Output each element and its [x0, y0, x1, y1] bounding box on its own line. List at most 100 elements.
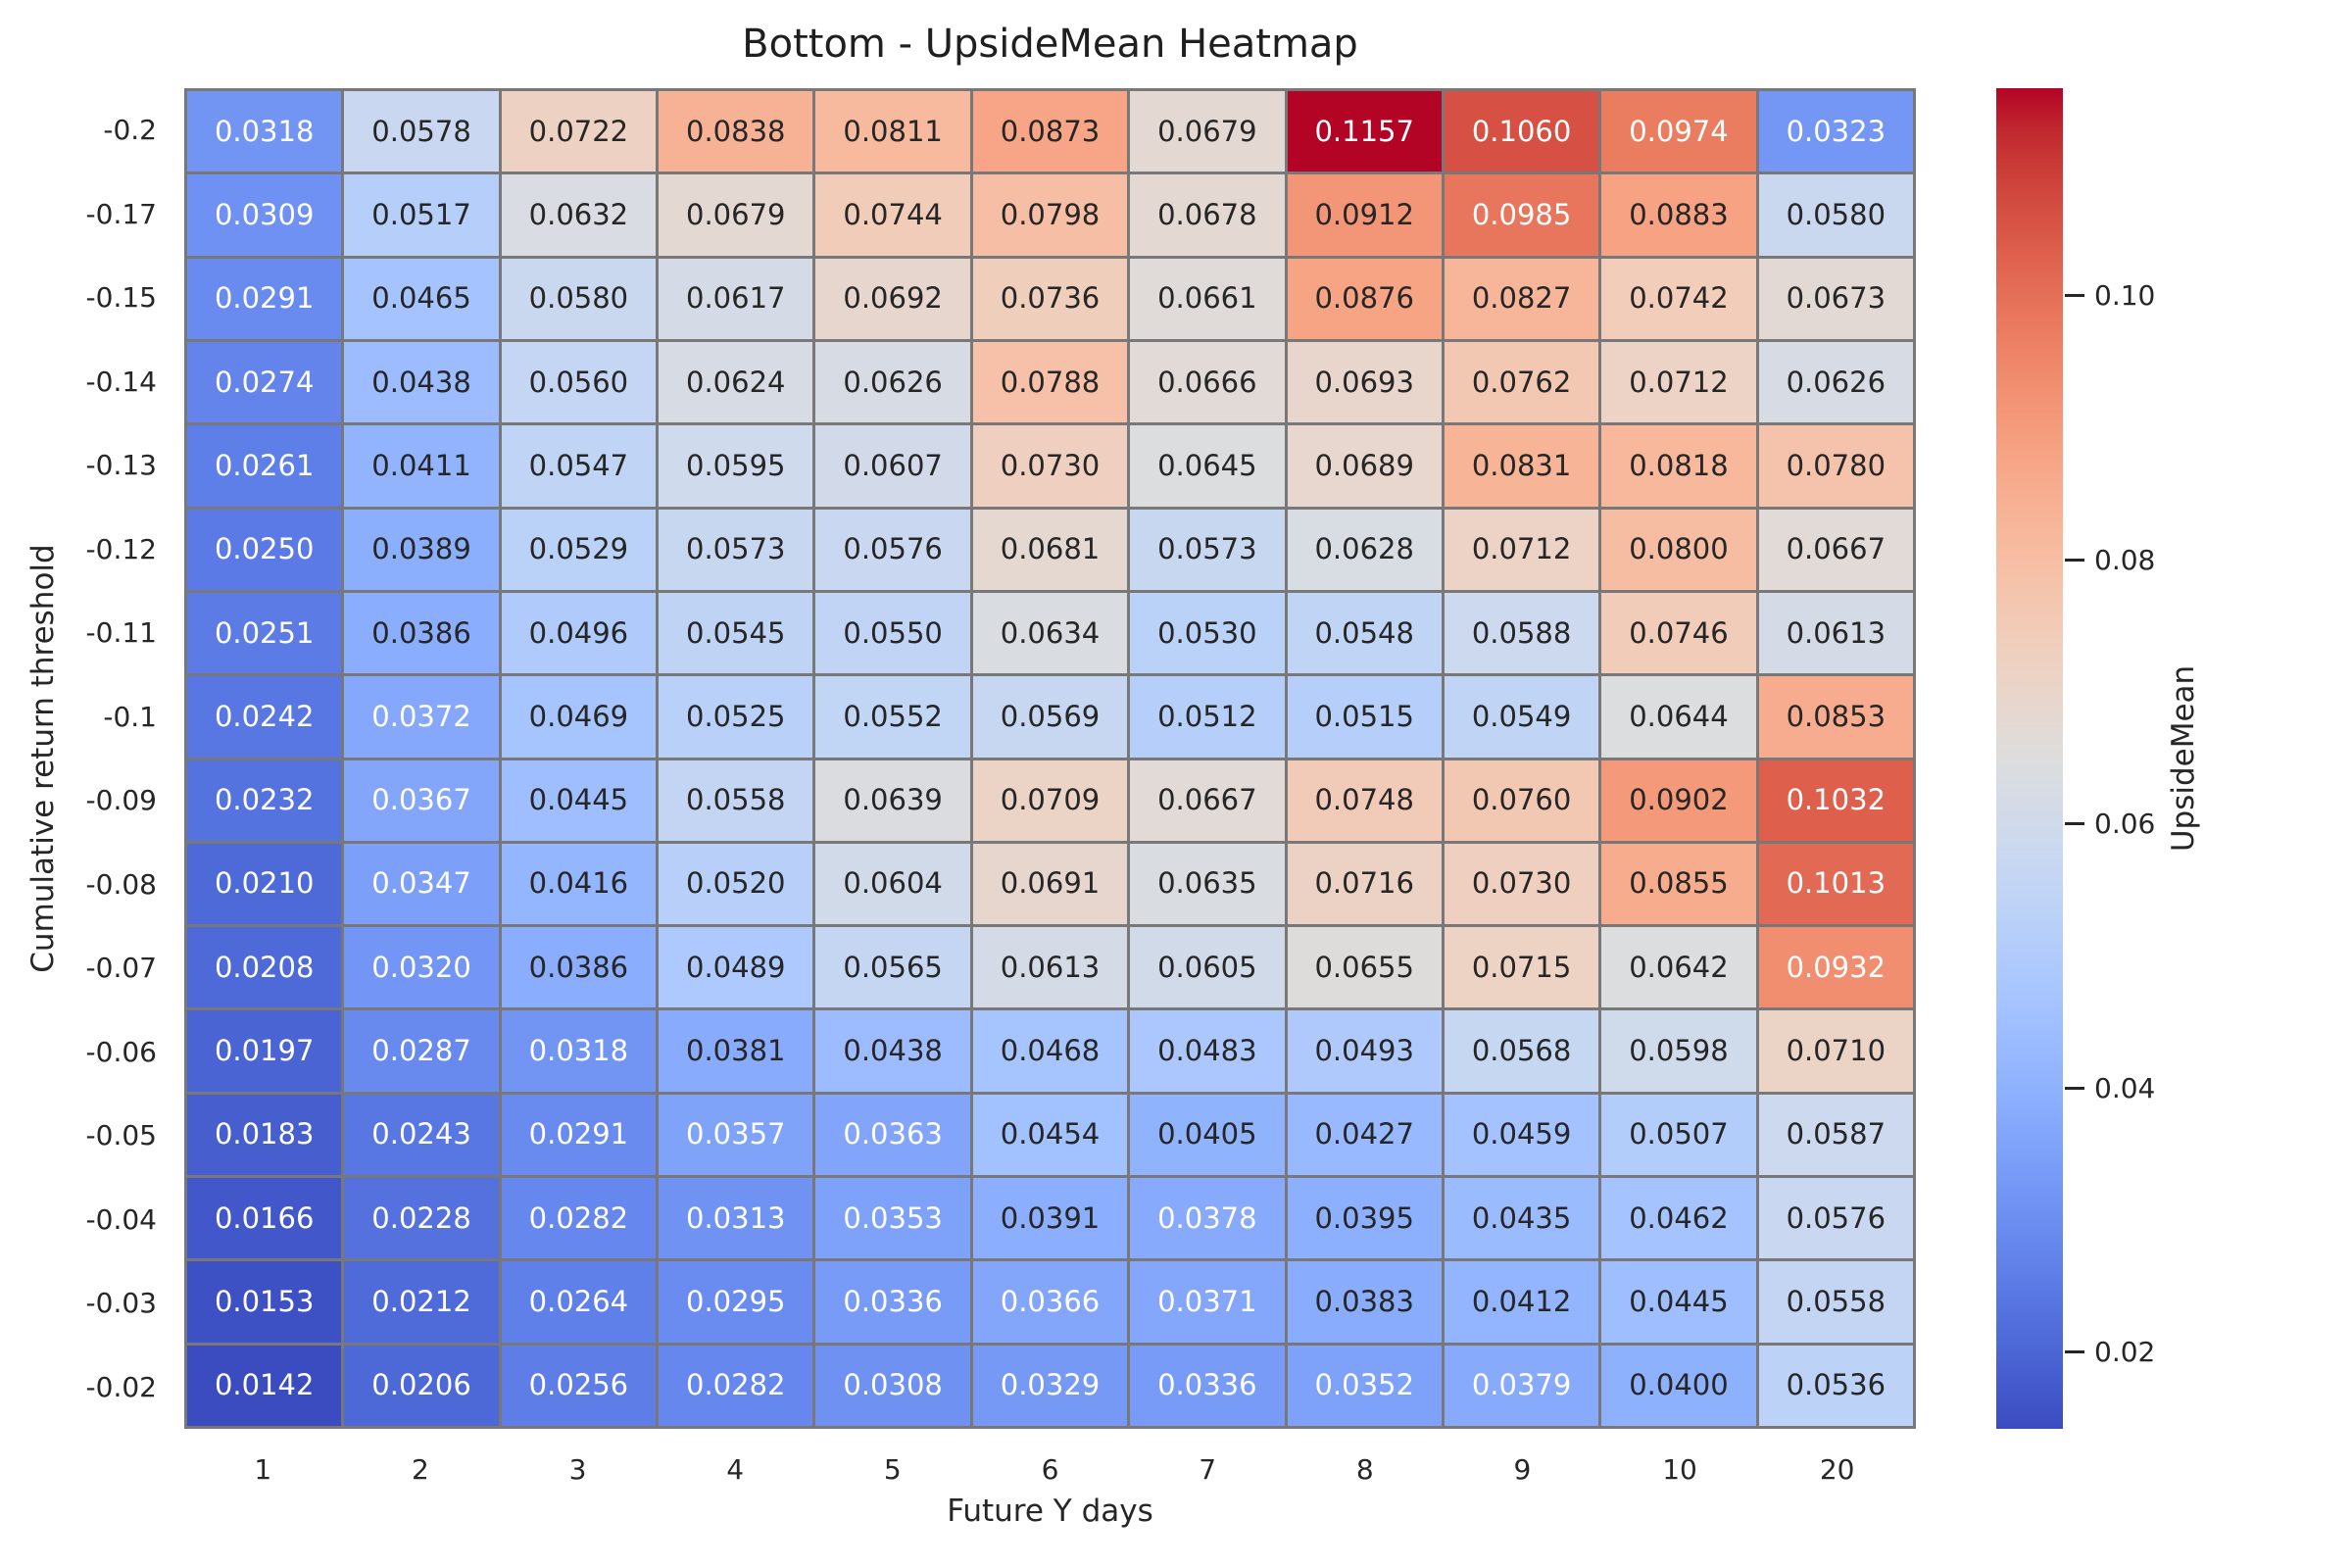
heatmap-cell: 0.0691	[972, 843, 1128, 925]
colorbar-tick-label: 0.02	[2094, 1336, 2156, 1369]
heatmap-cell: 0.0645	[1130, 425, 1285, 507]
heatmap-cell: 0.0208	[187, 927, 342, 1008]
heatmap-cell: 0.0493	[1287, 1010, 1442, 1092]
heatmap-cell: 0.0336	[815, 1261, 970, 1343]
heatmap-cell: 0.0383	[1287, 1261, 1442, 1343]
heatmap-cell: 0.0709	[972, 760, 1128, 841]
x-tick-label: 8	[1355, 1452, 1374, 1486]
heatmap-cell: 0.0459	[1444, 1094, 1599, 1176]
heatmap-cell: 0.0547	[501, 425, 657, 507]
heatmap-cell: 0.1013	[1758, 843, 1913, 925]
heatmap-cell: 0.0454	[972, 1094, 1128, 1176]
x-axis-title: Future Y days	[947, 1494, 1153, 1529]
heatmap-cell: 0.0381	[659, 1010, 813, 1092]
heatmap-cell: 0.0569	[972, 676, 1128, 758]
y-tick-label: -0.08	[85, 867, 157, 901]
heatmap-grid: 0.0318 0.0578 0.0722 0.0838 0.0811 0.0873 0.06…	[184, 88, 1916, 1429]
heatmap-cell: 0.0760	[1444, 760, 1599, 841]
heatmap-cell: 0.0693	[1287, 341, 1442, 423]
heatmap-cell: 0.0536	[1758, 1345, 1913, 1426]
heatmap-cell: 0.0525	[659, 676, 813, 758]
heatmap-cell: 0.0371	[1130, 1261, 1285, 1343]
x-tick-label: 1	[254, 1452, 272, 1486]
heatmap-cell: 0.0568	[1444, 1010, 1599, 1092]
y-tick-label: -0.04	[85, 1202, 157, 1236]
heatmap-cell: 0.0744	[815, 174, 970, 256]
x-tick-label: 10	[1662, 1452, 1697, 1486]
heatmap-cell: 0.0811	[815, 91, 970, 172]
heatmap-cell: 0.0626	[815, 341, 970, 423]
heatmap-cell: 0.0318	[187, 91, 342, 172]
heatmap-cell: 0.0412	[1444, 1261, 1599, 1343]
heatmap-cell: 0.0357	[659, 1094, 813, 1176]
heatmap-cell: 0.0715	[1444, 927, 1599, 1008]
heatmap-cell: 0.0323	[1758, 91, 1913, 172]
x-tick-label: 7	[1199, 1452, 1217, 1486]
heatmap-cell: 0.0435	[1444, 1178, 1599, 1259]
heatmap-cell: 0.0166	[187, 1178, 342, 1259]
y-tick-label: -0.11	[85, 616, 157, 650]
heatmap-cell: 0.0639	[815, 760, 970, 841]
heatmap-cell: 0.0838	[659, 91, 813, 172]
heatmap-cell: 0.0287	[344, 1010, 499, 1092]
heatmap-cell: 0.0932	[1758, 927, 1913, 1008]
heatmap-cell: 0.0366	[972, 1261, 1128, 1343]
heatmap-cell: 0.0613	[972, 927, 1128, 1008]
heatmap-cell: 0.0831	[1444, 425, 1599, 507]
heatmap-cell: 0.0788	[972, 341, 1128, 423]
heatmap-cell: 0.0635	[1130, 843, 1285, 925]
heatmap-cell: 0.0617	[659, 258, 813, 339]
heatmap-cell: 0.0644	[1601, 676, 1756, 758]
heatmap-cell: 0.0251	[187, 592, 342, 674]
heatmap-cell: 0.0530	[1130, 592, 1285, 674]
colorbar-tick-dash	[2065, 822, 2084, 826]
heatmap-cell: 0.0800	[1601, 509, 1756, 590]
y-tick-label: -0.2	[103, 114, 157, 147]
heatmap-cell: 0.0626	[1758, 341, 1913, 423]
heatmap-cell: 0.0730	[1444, 843, 1599, 925]
heatmap-cell: 0.0780	[1758, 425, 1913, 507]
heatmap-cell: 0.0378	[1130, 1178, 1285, 1259]
heatmap-cell: 0.0197	[187, 1010, 342, 1092]
x-tick-label: 5	[883, 1452, 902, 1486]
heatmap-cell: 0.0902	[1601, 760, 1756, 841]
heatmap-cell: 0.0520	[659, 843, 813, 925]
y-tick-label: -0.06	[85, 1035, 157, 1068]
heatmap-cell: 0.0748	[1287, 760, 1442, 841]
heatmap-cell: 0.0762	[1444, 341, 1599, 423]
heatmap-cell: 0.0798	[972, 174, 1128, 256]
heatmap-cell: 0.0712	[1444, 509, 1599, 590]
heatmap-cell: 0.0722	[501, 91, 657, 172]
heatmap-cell: 0.0576	[1758, 1178, 1913, 1259]
heatmap-cell: 0.0261	[187, 425, 342, 507]
heatmap-cell: 0.0228	[344, 1178, 499, 1259]
heatmap-cell: 0.0605	[1130, 927, 1285, 1008]
heatmap-cell: 0.0827	[1444, 258, 1599, 339]
heatmap-cell: 0.0580	[1758, 174, 1913, 256]
heatmap-cell: 0.0264	[501, 1261, 657, 1343]
heatmap-cell: 0.0507	[1601, 1094, 1756, 1176]
heatmap-cell: 0.0558	[659, 760, 813, 841]
heatmap-cell: 0.0232	[187, 760, 342, 841]
x-tick-label: 9	[1513, 1452, 1532, 1486]
heatmap-cell: 0.0742	[1601, 258, 1756, 339]
heatmap-cell: 0.0642	[1601, 927, 1756, 1008]
heatmap-cell: 0.0560	[501, 341, 657, 423]
y-tick-label: -0.1	[103, 700, 157, 733]
heatmap-cell: 0.0395	[1287, 1178, 1442, 1259]
heatmap-cell: 0.0320	[344, 927, 499, 1008]
x-tick-label: 6	[1041, 1452, 1059, 1486]
colorbar-tick-label: 0.08	[2094, 543, 2156, 576]
heatmap-cell: 0.0573	[659, 509, 813, 590]
heatmap-cell: 0.0679	[659, 174, 813, 256]
heatmap-cell: 0.0386	[501, 927, 657, 1008]
heatmap-cell: 0.0565	[815, 927, 970, 1008]
heatmap-cell: 0.0666	[1130, 341, 1285, 423]
heatmap-cell: 0.0329	[972, 1345, 1128, 1426]
heatmap-cell: 0.0318	[501, 1010, 657, 1092]
heatmap-cell: 0.0667	[1130, 760, 1285, 841]
heatmap-cell: 0.0416	[501, 843, 657, 925]
heatmap-cell: 0.0613	[1758, 592, 1913, 674]
heatmap-cell: 0.0573	[1130, 509, 1285, 590]
